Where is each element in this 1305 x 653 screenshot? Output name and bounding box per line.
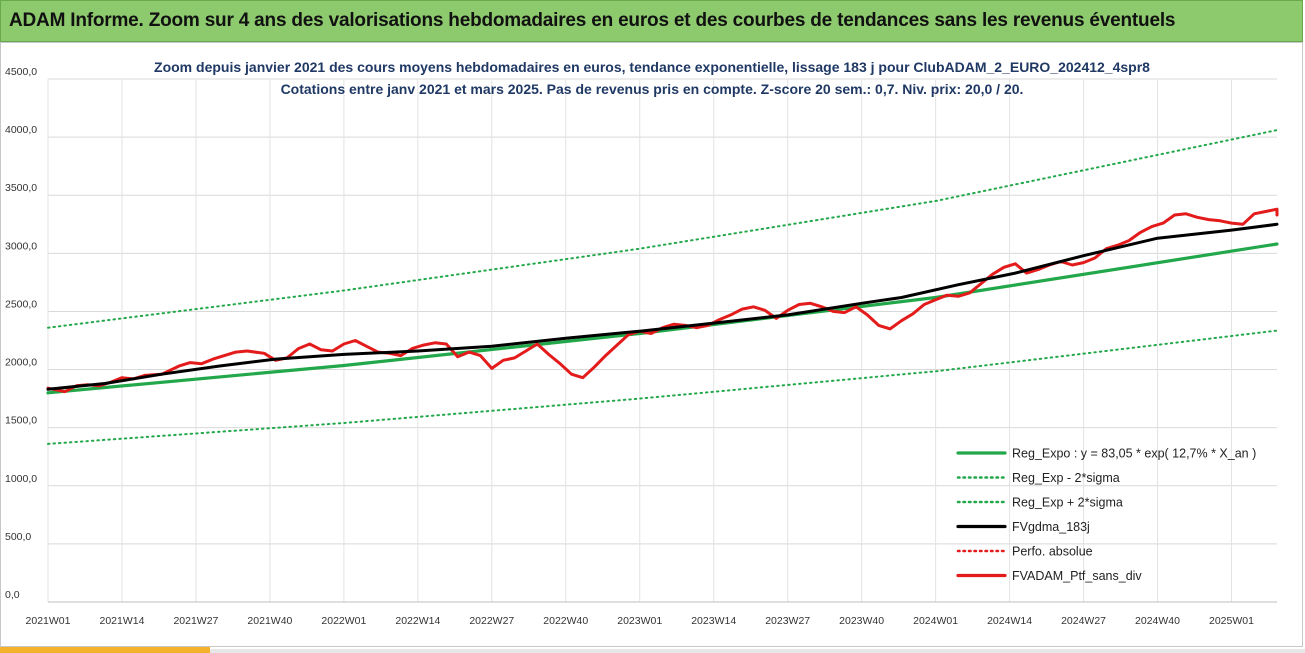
series-line-0: [46, 242, 1279, 395]
x-tick-label: 2024W27: [1061, 615, 1106, 627]
x-tick-label: 2025W01: [1209, 615, 1254, 627]
y-tick-label: 0,0: [5, 589, 20, 601]
bottom-accent-bar: [0, 647, 210, 653]
legend-label: FVADAM_Ptf_sans_div: [1012, 569, 1142, 583]
x-tick-label: 2024W14: [987, 615, 1032, 627]
chart-title-line-1: Zoom depuis janvier 2021 des cours moyen…: [154, 59, 1150, 75]
x-tick-label: 2023W27: [765, 615, 810, 627]
series-line-3: [46, 222, 1279, 391]
y-tick-label: 4500,0: [5, 66, 37, 78]
x-tick-label: 2024W40: [1135, 615, 1180, 627]
y-tick-label: 4000,0: [5, 124, 37, 136]
y-tick-label: 500,0: [5, 531, 31, 543]
series-line-2: [47, 129, 1278, 329]
grid: [47, 78, 1277, 603]
legend: Reg_Expo : y = 83,05 * exp( 12,7% * X_an…: [956, 447, 1256, 583]
x-tick-label: 2021W01: [26, 615, 71, 627]
x-tick-label: 2021W40: [247, 615, 292, 627]
x-tick-label: 2022W01: [321, 615, 366, 627]
y-tick-label: 1500,0: [5, 415, 37, 427]
y-tick-label: 2500,0: [5, 298, 37, 310]
series-line-1: [47, 329, 1278, 445]
legend-label: Reg_Expo : y = 83,05 * exp( 12,7% * X_an…: [1012, 447, 1256, 461]
chart-title-line-2: Cotations entre janv 2021 et mars 2025. …: [281, 81, 1024, 97]
bottom-gray-bar: [210, 649, 1305, 653]
x-tick-label: 2022W27: [469, 615, 514, 627]
report-header: ADAM Informe. Zoom sur 4 ans des valoris…: [0, 0, 1303, 42]
x-tick-label: 2024W01: [913, 615, 958, 627]
x-tick-label: 2023W14: [691, 615, 736, 627]
y-axis: 0,0 500,0 1000,0 1500,0 2000,0 2500,0 3000,0 35…: [5, 66, 37, 601]
x-tick-label: 2021W14: [99, 615, 144, 627]
series-group: [46, 129, 1279, 445]
x-tick-label: 2022W14: [395, 615, 440, 627]
legend-label: Perfo. absolue: [1012, 545, 1093, 559]
y-tick-label: 1000,0: [5, 473, 37, 485]
x-tick-label: 2021W27: [173, 615, 218, 627]
y-tick-label: 3500,0: [5, 182, 37, 194]
x-tick-label: 2022W40: [543, 615, 588, 627]
chart-frame: [0, 42, 1303, 647]
legend-label: Reg_Exp - 2*sigma: [1012, 471, 1120, 485]
x-tick-label: 2023W01: [617, 615, 662, 627]
legend-label: Reg_Exp + 2*sigma: [1012, 496, 1123, 510]
x-tick-label: 2023W40: [839, 615, 884, 627]
y-tick-label: 2000,0: [5, 357, 37, 369]
y-tick-label: 3000,0: [5, 240, 37, 252]
x-axis: 2021W01 2021W14 2021W27 2021W40 2022W01 2022W…: [26, 601, 1277, 627]
legend-label: FVgdma_183j: [1012, 520, 1090, 534]
report-title: ADAM Informe. Zoom sur 4 ans des valoris…: [9, 10, 1176, 31]
